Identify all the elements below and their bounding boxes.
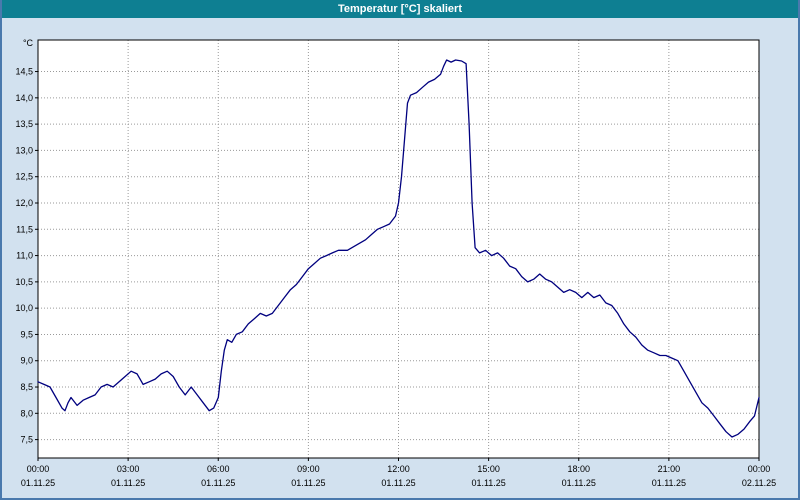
x-tick-time-label: 06:00 [207, 464, 230, 474]
y-tick-label: 14,5 [15, 67, 33, 77]
chart-svg: 7,5 8,0 8,5 9,0 9,5 10,0 10,5 11,0 11,5 12,0 12,5 1… [15, 38, 776, 488]
x-tick-date-label: 01.11.25 [291, 478, 325, 488]
y-tick-label: 12,5 [15, 172, 33, 182]
x-tick-date-label: 02.11.25 [742, 478, 776, 488]
y-tick-label: 9,5 [20, 329, 33, 339]
y-tick-label: 13,0 [15, 145, 33, 155]
x-tick-time-label: 03:00 [117, 464, 140, 474]
x-tick-date-label: 01.11.25 [471, 478, 505, 488]
temperature-line-series [37, 59, 760, 438]
x-tick-time-label: 18:00 [567, 464, 590, 474]
y-tick-label: 8,5 [20, 382, 33, 392]
x-tick-time-label: 09:00 [297, 464, 320, 474]
x-tick-date-label: 01.11.25 [111, 478, 145, 488]
y-tick-label: 8,0 [20, 408, 33, 418]
x-tick-time-label: 00:00 [748, 464, 771, 474]
x-tick-time-label: 00:00 [27, 464, 50, 474]
y-tick-label: 12,0 [15, 198, 33, 208]
y-tick-label: 10,5 [15, 277, 33, 287]
y-tick-label: 7,5 [20, 435, 33, 445]
y-tick-label: 14,0 [15, 93, 33, 103]
title-bar[interactable]: Temperatur [°C] skaliert [2, 0, 798, 18]
window-title: Temperatur [°C] skaliert [337, 3, 462, 15]
y-tick-label: 10,0 [15, 303, 33, 313]
y-tick-label: 11,5 [16, 224, 33, 234]
y-axis-unit-label: °C [23, 38, 34, 48]
x-tick-date-label: 01.11.25 [381, 478, 415, 488]
chart-container: 7,5 8,0 8,5 9,0 9,5 10,0 10,5 11,0 11,5 12,0 12,5 1… [2, 18, 798, 498]
y-tick-label: 9,0 [20, 356, 33, 366]
x-tick-date-label: 01.11.25 [562, 478, 596, 488]
x-tick-time-label: 21:00 [658, 464, 681, 474]
x-tick-time-label: 12:00 [387, 464, 410, 474]
y-tick-label: 13,5 [15, 119, 33, 129]
y-tick-label: 11,0 [16, 251, 33, 261]
x-tick-date-label: 01.11.25 [21, 478, 55, 488]
x-tick-time-label: 15:00 [477, 464, 500, 474]
x-tick-date-label: 01.11.25 [201, 478, 235, 488]
x-tick-date-label: 01.11.25 [652, 478, 686, 488]
